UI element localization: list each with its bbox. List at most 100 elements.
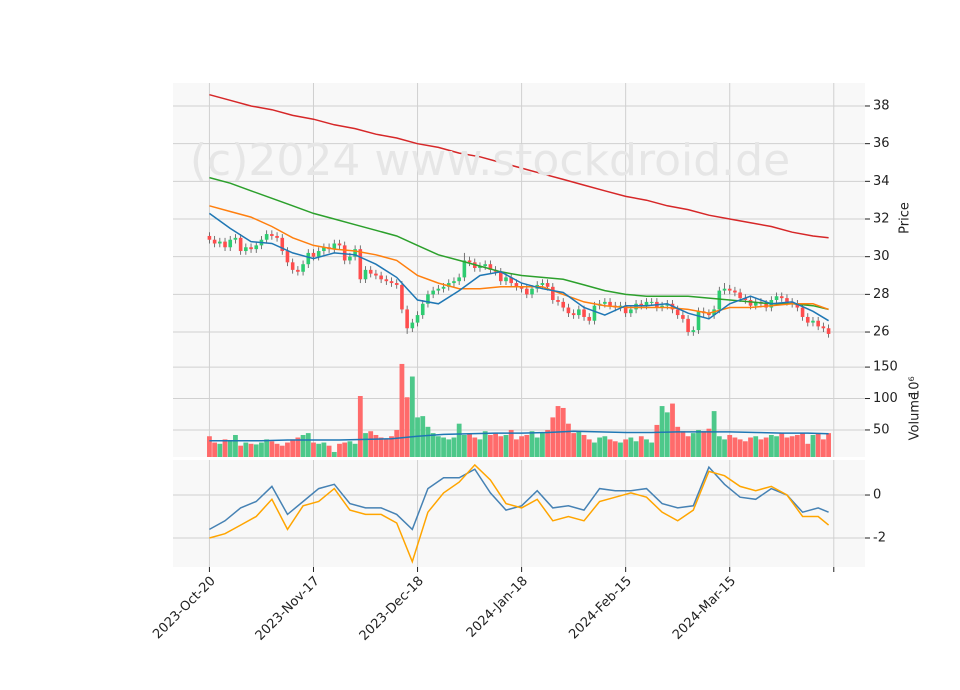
volume-bar: [815, 433, 821, 457]
volume-bar: [472, 437, 478, 457]
series-line: [209, 465, 829, 531]
panel-background: [173, 460, 865, 567]
candle-body: [348, 256, 352, 261]
candle-body: [717, 290, 722, 310]
x-tick-label: 2023-Oct-20: [150, 574, 218, 642]
candle-body: [296, 269, 300, 272]
volume-bar: [222, 439, 228, 457]
candle-body: [233, 237, 238, 240]
candle-body: [368, 269, 373, 274]
candle-body: [722, 288, 727, 291]
candle-body: [525, 288, 529, 295]
candle-body: [478, 266, 482, 268]
scale-label: 10⁶: [908, 376, 923, 398]
y-tick-label: 32: [873, 212, 890, 227]
candle-body: [805, 316, 810, 323]
volume-bar: [238, 445, 244, 457]
y-tick-label: -2: [873, 530, 886, 545]
volume-bar: [633, 441, 639, 457]
candle-body: [238, 237, 243, 252]
candle-body: [790, 301, 794, 304]
candle-body: [436, 288, 441, 291]
volume-bar: [347, 441, 353, 457]
volume-bar: [612, 441, 618, 457]
candle-body: [608, 301, 612, 306]
series-line: [209, 205, 829, 314]
candle-body: [275, 235, 279, 238]
candle-body: [384, 279, 389, 282]
candle-body: [212, 239, 217, 244]
volume-bar: [763, 437, 769, 457]
candle-body: [665, 303, 670, 306]
candle-body: [779, 296, 784, 299]
volume-bar: [680, 431, 686, 457]
candle-body: [514, 283, 519, 287]
candle-body: [410, 322, 415, 329]
volume-bar: [826, 433, 831, 457]
volume-bar: [748, 437, 753, 457]
volume-bar: [290, 439, 296, 457]
volume-bar: [253, 444, 259, 457]
volume-bar: [477, 439, 483, 457]
volume-bar: [274, 443, 280, 457]
candle-body: [587, 316, 592, 321]
volume-bar: [482, 431, 488, 457]
volume-bar: [373, 434, 379, 457]
volume-bar: [742, 441, 748, 457]
volume-bar: [784, 437, 790, 457]
volume-bar: [592, 442, 597, 457]
volume-bar: [399, 363, 405, 457]
candle-body: [426, 294, 430, 304]
candle-body: [816, 320, 820, 327]
watermark: (c)2024 www.stockdroid.de: [190, 135, 790, 186]
candle-body: [785, 298, 789, 302]
candle-body: [374, 273, 378, 276]
volume-bar: [560, 407, 566, 457]
candle-body: [571, 313, 576, 316]
volume-bar: [628, 437, 634, 457]
volume-bar: [207, 436, 212, 457]
candle-body: [639, 303, 644, 306]
volume-bar: [727, 434, 733, 457]
volume-bar: [805, 443, 811, 457]
x-tick-label: 2024-Jan-18: [464, 574, 531, 641]
volume-bar: [259, 442, 264, 457]
candle-body: [561, 301, 566, 308]
volume-bar: [644, 439, 649, 457]
candle-body: [644, 301, 649, 306]
candle-body: [452, 281, 456, 284]
candle-body: [207, 235, 212, 240]
candle-body: [545, 283, 550, 287]
candle-body: [218, 241, 222, 244]
y-tick-label: 0: [873, 488, 881, 503]
volume-bar: [774, 436, 779, 457]
y-tick-label: 100: [873, 391, 898, 406]
volume-bar: [566, 423, 571, 457]
y-tick-label: 38: [873, 98, 890, 113]
volume-bar: [415, 417, 420, 457]
candle-body: [415, 315, 420, 323]
candle-body: [389, 281, 394, 284]
candle-body: [681, 315, 685, 319]
x-tick-label: 2024-Feb-15: [566, 574, 635, 643]
candle-body: [660, 305, 664, 308]
volume-bar: [212, 442, 218, 457]
volume-bar: [279, 445, 285, 457]
volume-bar: [820, 439, 826, 457]
volume-bar: [519, 436, 525, 457]
candle-body: [332, 243, 337, 250]
volume-bar: [394, 429, 400, 457]
candle-body: [488, 264, 493, 270]
volume-bar: [337, 443, 342, 457]
candle-body: [400, 284, 404, 310]
candle-body: [306, 252, 311, 265]
volume-bar: [524, 434, 530, 457]
volume-bar: [357, 396, 363, 457]
volume-bar: [430, 433, 436, 457]
series-line: [209, 430, 829, 442]
y-axis-label: Price: [898, 202, 913, 234]
y-tick-label: 150: [873, 360, 898, 375]
volume-bar: [383, 439, 389, 457]
y-tick-label: 26: [873, 325, 890, 340]
